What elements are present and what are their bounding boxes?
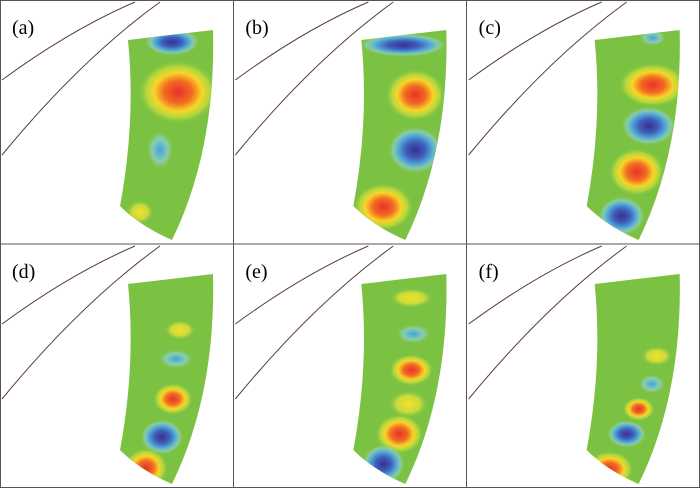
field-blob: [164, 320, 196, 340]
field-blob: [586, 451, 634, 484]
field-blob: [640, 346, 673, 366]
panel-label: (d): [12, 261, 35, 283]
panel: (c): [468, 1, 680, 240]
field-blob: [638, 30, 667, 46]
contour-line: [1, 245, 136, 325]
field-blob: [153, 383, 193, 415]
field-blob: [606, 420, 647, 448]
field-blob: [620, 106, 677, 146]
field-blob: [140, 419, 184, 455]
field-blob: [361, 444, 406, 484]
field-blob: [608, 148, 665, 196]
panel: (b): [234, 1, 447, 240]
field-blob: [618, 63, 680, 107]
panel-label: (f): [479, 261, 499, 283]
contour-line: [235, 245, 369, 325]
contour-line: [468, 245, 602, 325]
panel-label: (e): [245, 261, 267, 283]
contour-line: [234, 245, 394, 400]
panel: (e): [234, 245, 447, 484]
field-blob: [597, 196, 646, 236]
contour-line: [1, 1, 136, 81]
field-blob: [138, 60, 214, 124]
field-blob: [146, 130, 174, 170]
field-blob: [126, 200, 154, 224]
contour-line: [468, 1, 627, 156]
field-blob: [388, 390, 429, 418]
field-blob: [144, 30, 200, 56]
panel-label: (a): [12, 17, 34, 39]
contour-line: [468, 245, 627, 400]
field-blob: [385, 69, 446, 121]
field-blob: [622, 397, 655, 421]
panel-label: (b): [245, 17, 268, 39]
contour-line: [1, 245, 161, 400]
panel: (f): [468, 245, 680, 484]
contour-line: [235, 1, 369, 81]
panel-label: (c): [479, 17, 501, 39]
field: [126, 30, 214, 224]
contour-line: [468, 1, 602, 81]
field-blob: [353, 183, 414, 231]
field-blob: [637, 374, 666, 394]
field-blob: [375, 414, 424, 454]
field-blob: [124, 448, 168, 484]
field-blob: [389, 288, 434, 308]
contour-line: [1, 1, 161, 156]
field-blob: [358, 33, 447, 57]
field-blob: [389, 354, 434, 386]
field: [361, 288, 434, 484]
field-blob: [387, 126, 444, 174]
field-blob: [158, 349, 194, 369]
panel: (a): [1, 1, 214, 240]
panel: (d): [1, 245, 214, 484]
contour-line: [234, 1, 394, 156]
field: [353, 33, 447, 231]
field-blob: [395, 324, 432, 344]
